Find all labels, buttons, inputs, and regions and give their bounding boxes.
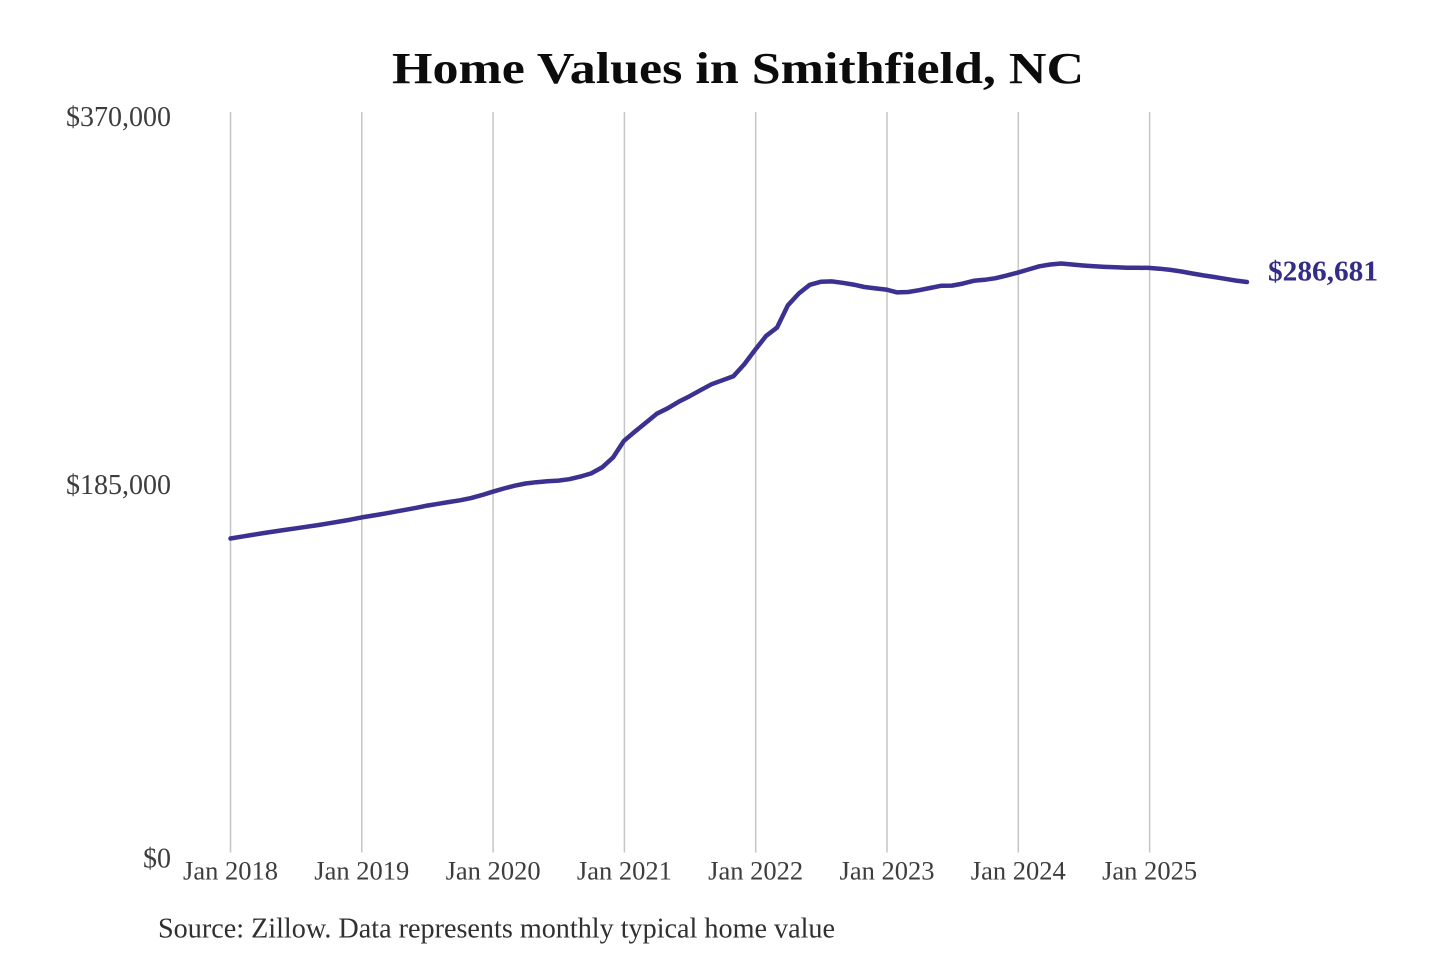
svg-text:Jan 2020: Jan 2020	[446, 857, 541, 886]
svg-text:Source: Zillow. Data represent: Source: Zillow. Data represents monthly …	[158, 914, 835, 945]
svg-text:$286,681: $286,681	[1268, 257, 1378, 288]
svg-text:Jan 2024: Jan 2024	[971, 857, 1066, 886]
svg-text:Jan 2025: Jan 2025	[1102, 857, 1197, 886]
svg-text:$185,000: $185,000	[66, 470, 171, 501]
svg-text:$0: $0	[143, 844, 171, 875]
svg-text:Jan 2023: Jan 2023	[840, 857, 935, 886]
svg-text:Jan 2018: Jan 2018	[183, 857, 278, 886]
svg-text:Jan 2022: Jan 2022	[708, 857, 803, 886]
svg-text:Jan 2021: Jan 2021	[577, 857, 672, 886]
svg-text:$370,000: $370,000	[66, 102, 171, 133]
svg-text:Jan 2019: Jan 2019	[314, 857, 409, 886]
svg-text:Home Values in Smithfield, NC: Home Values in Smithfield, NC	[392, 44, 1084, 93]
